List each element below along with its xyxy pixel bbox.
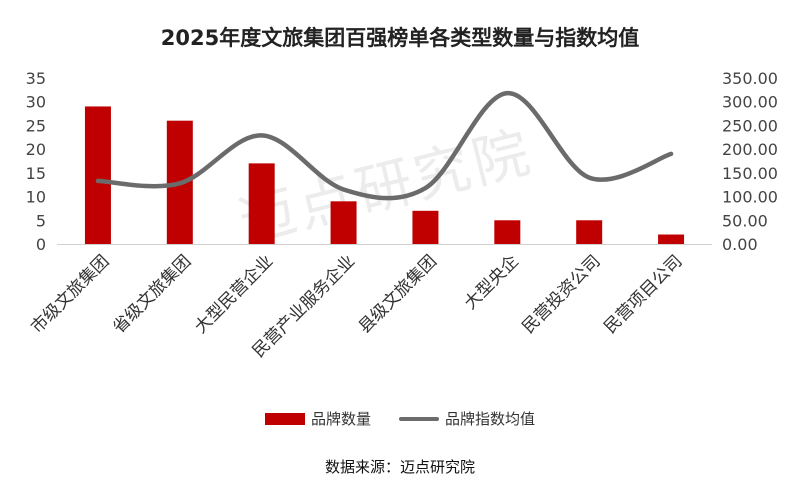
y-right-tick-label: 100.00 (722, 188, 778, 207)
y-left-tick-label: 15 (26, 164, 46, 183)
x-tick-label: 市级文旅集团 (27, 251, 113, 337)
y-right-tick-label: 250.00 (722, 116, 778, 135)
legend-item-line: 品牌指数均值 (399, 408, 535, 429)
bar (658, 234, 685, 244)
y-left-tick-label: 30 (26, 93, 46, 112)
y-right-tick-label: 200.00 (722, 140, 778, 159)
x-tick-label: 大型民营企业 (191, 251, 277, 337)
bar (84, 106, 111, 244)
legend-line-label: 品牌指数均值 (445, 410, 536, 428)
y-right-tick-label: 0.00 (722, 235, 758, 254)
y-left-tick-label: 35 (26, 69, 46, 88)
x-tick-label: 大型央企 (461, 251, 523, 313)
y-right-tick-label: 350.00 (722, 69, 778, 88)
y-left-tick-label: 25 (26, 116, 46, 135)
legend-line-swatch (399, 416, 439, 421)
series-line (95, 90, 674, 201)
legend-item-bar: 品牌数量 (264, 408, 371, 429)
bar (494, 220, 521, 244)
x-tick-label: 民营项目公司 (600, 251, 686, 337)
legend-bar-swatch (264, 412, 305, 425)
y-right-tick-label: 300.00 (722, 93, 778, 112)
chart-title: 2025年度文旅集团百强榜单各类型数量与指数均值 (160, 26, 640, 50)
y-right-tick-label: 50.00 (722, 211, 768, 230)
x-tick-label: 省级文旅集团 (109, 251, 195, 337)
source-note: 数据来源：迈点研究院 (324, 458, 475, 476)
legend-bar-label: 品牌数量 (310, 410, 371, 428)
legend: 品牌数量 品牌指数均值 (0, 408, 800, 429)
y-left-tick-label: 10 (26, 188, 46, 207)
y-right-tick-label: 150.00 (722, 164, 778, 183)
bar (330, 201, 357, 244)
y-left-tick-label: 5 (36, 211, 46, 230)
y-left-tick-label: 0 (36, 235, 46, 254)
bar (412, 210, 439, 244)
bar (248, 163, 275, 244)
bar (576, 220, 603, 244)
y-left-tick-label: 20 (26, 140, 46, 159)
x-tick-label: 县级文旅集团 (355, 251, 441, 337)
x-tick-label: 民营投资公司 (518, 251, 604, 337)
